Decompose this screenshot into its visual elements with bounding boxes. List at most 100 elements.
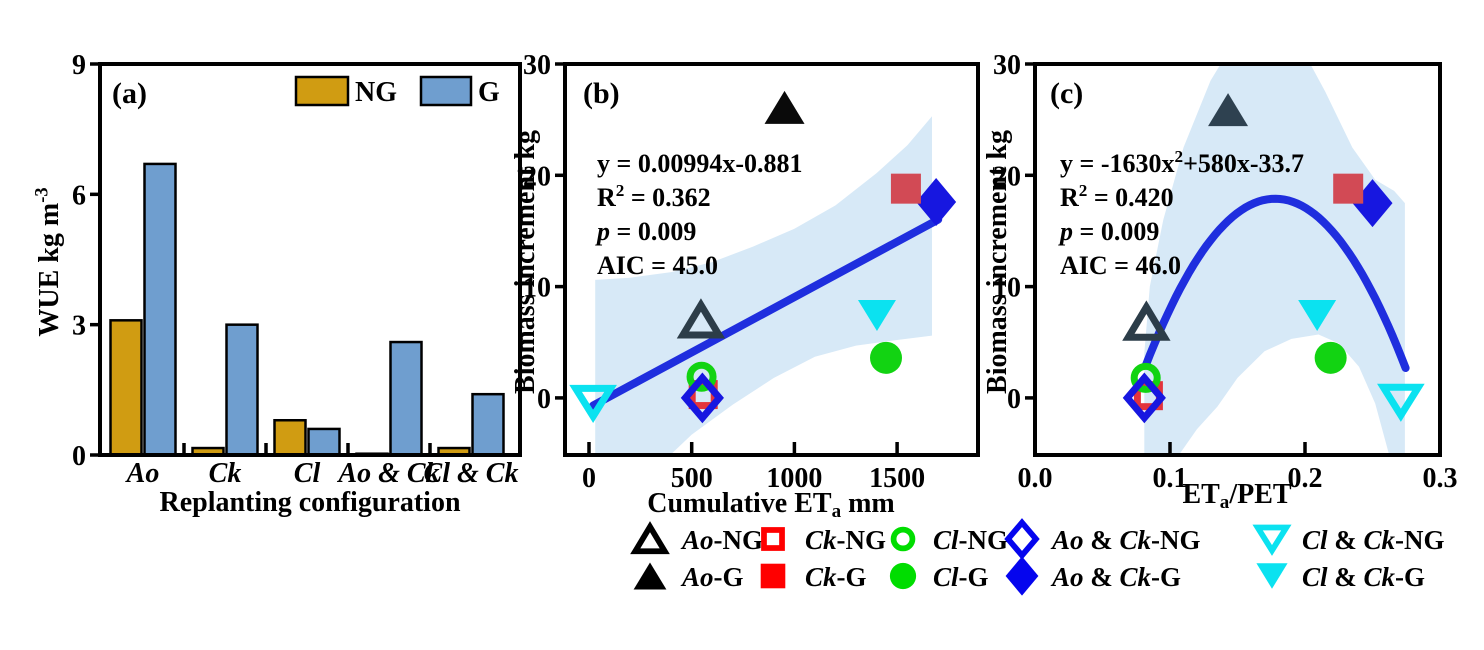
xtick-label-c-3: 0.3 (1423, 463, 1458, 494)
legend-label-g-1: Ck-G (805, 562, 867, 592)
panel-b-letter: (b) (583, 77, 620, 110)
annotation-b-line-3: AIC = 45.0 (597, 251, 718, 280)
xtick-label-a-2: Cl (294, 458, 321, 489)
panel-a-border (98, 62, 522, 457)
ytick-label-b-0: 0 (537, 384, 551, 415)
legend-symbol-fill-2 (889, 562, 917, 590)
point-b-Cl-G (870, 341, 903, 374)
point-c-ClCk-G (1298, 300, 1337, 332)
point-c-Ck-G (1333, 173, 1364, 204)
legend-label-ng-0: Ao-NG (680, 525, 763, 555)
panel-a-xlabel: Replanting configuration (159, 487, 460, 518)
xtick-label-a-4: Cl & Ck (424, 458, 519, 489)
annotation-b-line-2: p = 0.009 (595, 217, 696, 246)
legend-symbol-fill-3 (1005, 556, 1039, 596)
panel-c-ylabel: Biomass increment kg (982, 130, 1013, 394)
fit-line-c (1141, 194, 1410, 372)
legend-symbol-open-4 (1252, 524, 1292, 556)
point-b-AoCk-G (916, 178, 957, 227)
legend-symbol-open-2 (890, 526, 916, 552)
point-c-ClCk-NG (1377, 383, 1425, 422)
panel-b: 0 500 1000 1500 0 10 20 30 y = 0.00994x-0.881 R2 … (523, 50, 980, 522)
xtick-label-b-0: 0 (582, 463, 596, 494)
bar-Cl&Ck-G (471, 392, 505, 457)
legend-label-g-3: Ao & Ck-G (1050, 562, 1181, 592)
ytick-label-c-1: 10 (993, 273, 1021, 304)
panel-a-letter: (a) (112, 77, 147, 110)
bar-Ao&Ck-G (389, 340, 423, 457)
point-c-Ao-NG (1122, 300, 1171, 341)
bar-Cl-NG (273, 418, 307, 457)
point-b-Ao-NG (676, 298, 726, 339)
panel-c-border (1033, 62, 1442, 457)
panel-a-legend-ng-label: NG (355, 77, 397, 108)
ytick-label-a-2: 6 (72, 180, 86, 211)
annotation-b-line-1: R2 = 0.362 (597, 181, 711, 212)
panel-b-xlabel: Cumulative ETa mm (647, 488, 895, 522)
bar-Ck-G (225, 323, 259, 457)
confidence-band-b (595, 116, 932, 455)
xtick-label-b-2: 1000 (766, 463, 822, 494)
legend-label-ng-4: Cl & Ck-NG (1302, 525, 1445, 555)
legend-label-ng-3: Ao & Ck-NG (1050, 525, 1201, 555)
annotation-c-line-3: AIC = 46.0 (1060, 251, 1181, 280)
xtick-label-b-3: 1500 (869, 463, 925, 494)
ytick-label-c-0: 0 (1007, 384, 1021, 415)
annotation-c-line-1: R2 = 0.420 (1060, 181, 1174, 212)
ytick-label-b-2: 20 (523, 161, 551, 192)
ytick-label-c-2: 20 (993, 161, 1021, 192)
point-b-ClCk-NG (569, 384, 617, 423)
xtick-label-a-0: Ao (125, 458, 160, 489)
legend-label-ng-2: Cl-NG (933, 525, 1008, 555)
panel-c-letter: (c) (1050, 77, 1083, 110)
legend-symbol-open-1 (761, 527, 785, 551)
xtick-label-c-1: 0.1 (1153, 463, 1188, 494)
legend-a-g-swatch (419, 75, 473, 107)
panel-c: 0.0 0.1 0.2 0.3 0 10 20 30 y = -1630x2+580x-33.7… (993, 50, 1458, 513)
panel-a-ylabel: WUE kg m-3 (31, 187, 65, 336)
annotation-c-line-2: p = 0.009 (1058, 217, 1159, 246)
point-b-ClCk-G (857, 300, 896, 332)
point-b-Cl-NG (686, 361, 717, 392)
legend-symbol-fill-0 (633, 562, 667, 590)
panel-a-legend-g-label: G (478, 77, 500, 108)
ytick-label-b-3: 30 (523, 50, 551, 81)
point-c-Cl-G (1314, 341, 1347, 374)
bar-Cl-G (307, 427, 341, 457)
annotation-c-line-0: y = -1630x2+580x-33.7 (1060, 147, 1304, 178)
xtick-label-b-1: 500 (671, 463, 713, 494)
legend-symbol-fill-1 (760, 563, 786, 589)
ytick-label-a-1: 3 (72, 311, 86, 342)
xtick-label-c-2: 0.2 (1288, 463, 1323, 494)
fit-line-b (589, 215, 943, 410)
panel-b-plot-area (589, 116, 943, 455)
legend-symbol-fill-4 (1256, 563, 1288, 589)
panel-b-border (563, 62, 980, 457)
bar-Ao-NG (109, 319, 143, 457)
point-c-AoCk-NG (1122, 372, 1166, 424)
bottom-legend: Ao-NG Ao-G Ck-NG Ck-G Cl-NG Cl-G Ao & Ck-NG Ao … (630, 518, 1445, 596)
ytick-label-c-3: 30 (993, 50, 1021, 81)
panel-c-plot-area (1141, 64, 1410, 455)
point-b-Ck-G (890, 173, 921, 204)
ytick-label-a-0: 0 (72, 441, 86, 472)
legend-symbol-open-3 (1004, 518, 1040, 560)
legend-label-g-2: Cl-G (933, 562, 989, 592)
ytick-label-a-3: 9 (72, 50, 86, 81)
xtick-label-a-3: Ao & Ck (336, 458, 439, 489)
point-c-Cl-NG (1130, 362, 1161, 393)
ytick-label-b-1: 10 (523, 273, 551, 304)
point-b-AoCk-NG (680, 372, 724, 424)
panel-c-xlabel: ETa/PET (1182, 479, 1291, 513)
legend-label-g-0: Ao-G (680, 562, 744, 592)
xtick-label-a-1: Ck (209, 458, 242, 489)
confidence-band-c (1144, 64, 1405, 455)
bar-Ao-G (143, 162, 177, 457)
legend-label-g-4: Cl & Ck-G (1302, 562, 1425, 592)
legend-label-ng-1: Ck-NG (805, 525, 886, 555)
point-b-Ao-G (764, 90, 805, 124)
annotation-b-line-0: y = 0.00994x-0.881 (597, 149, 802, 178)
